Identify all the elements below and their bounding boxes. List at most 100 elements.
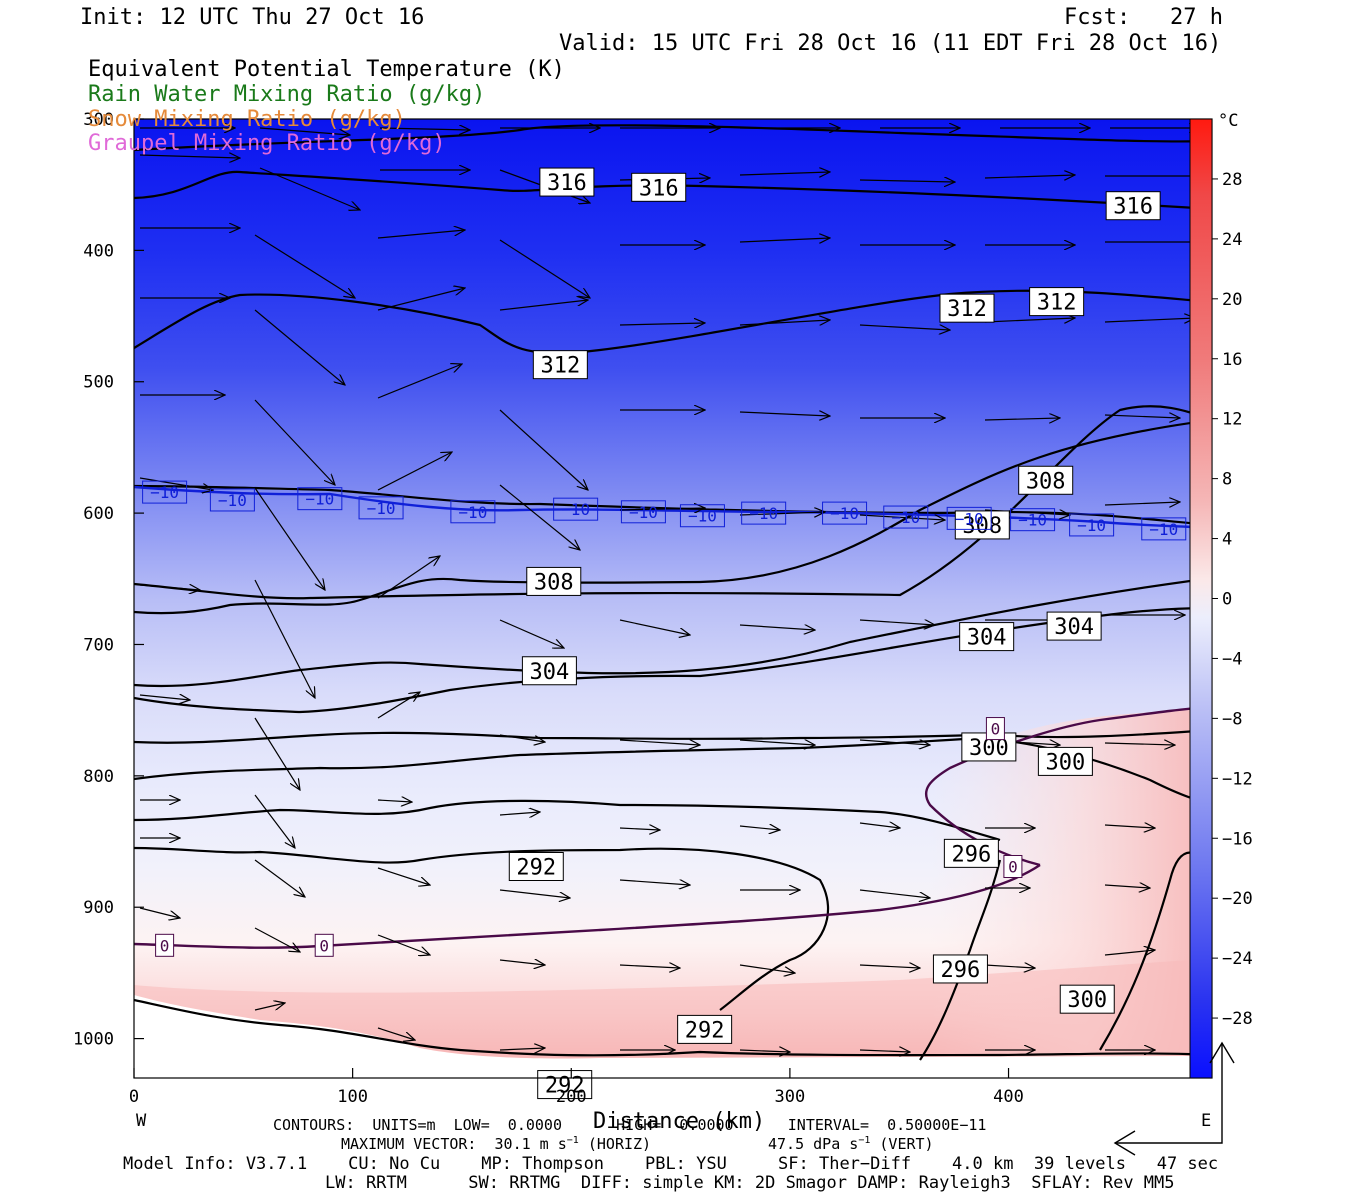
theta-e-contour — [134, 170, 1190, 209]
colorbar-tick-label: 28 — [1222, 170, 1242, 190]
theta-e-label-text: 316 — [1113, 195, 1153, 220]
wind-vector — [739, 412, 830, 416]
theta-e-label-text: 312 — [540, 354, 580, 379]
isotherm-0-warm-sector — [924, 707, 1190, 867]
field-label-graupel: Graupel Mixing Ratio (g/kg) — [88, 131, 446, 156]
y-tick-label: 300 — [83, 110, 114, 130]
theta-e-label: 296 — [943, 838, 999, 868]
theta-e-label: 308 — [954, 510, 1010, 540]
wind-vector — [499, 960, 545, 965]
theta-e-label-box — [526, 566, 582, 596]
theta-e-label-text: 304 — [1054, 615, 1094, 640]
wind-vector — [377, 692, 420, 719]
isotherm-label-box — [297, 487, 343, 511]
isotherm-label-box — [155, 933, 175, 957]
colorbar-tick-label: 8 — [1222, 470, 1232, 490]
wind-vector — [859, 180, 955, 182]
colorbar — [1189, 118, 1213, 1079]
reference-vector-head-up — [1209, 1041, 1235, 1064]
y-tick-label: 1000 — [73, 1030, 114, 1050]
wind-vector — [254, 717, 300, 790]
x-tick-label: 300 — [775, 1087, 806, 1107]
max-vector-vert: 47.5 dPa s−1 (VERT) — [768, 1135, 934, 1153]
wind-vector — [984, 418, 1060, 420]
isotherm-label-box — [209, 488, 255, 512]
wind-vector — [1104, 825, 1155, 828]
wind-vector — [377, 556, 440, 599]
y-tick-label: 500 — [83, 373, 114, 393]
isotherm-label: −10 — [297, 487, 343, 511]
wind-vector — [139, 585, 200, 590]
wind-vector — [984, 965, 1035, 968]
theta-e-label: 316 — [1105, 191, 1161, 221]
wind-vector — [379, 128, 470, 130]
wind-vector — [377, 800, 412, 802]
isotherm-label-box — [1069, 513, 1115, 537]
theta-e-label-box — [939, 293, 995, 323]
isotherm-label: −10 — [620, 500, 666, 524]
theta-e-contour — [134, 405, 1190, 600]
theta-e-label-text: 300 — [1067, 988, 1107, 1013]
isotherm-label-box — [1003, 854, 1023, 878]
theta-e-label: 308 — [1018, 465, 1074, 495]
field-label-rain: Rain Water Mixing Ratio (g/kg) — [88, 82, 486, 107]
theta-e-label-text: 292 — [516, 855, 556, 880]
theta-e-label-text: 316 — [547, 171, 587, 196]
theta-e-label-box — [539, 167, 595, 197]
isotherm-label-box — [822, 501, 868, 525]
theta-e-label-text: 308 — [962, 514, 1002, 539]
isotherm-label-text: −10 — [367, 499, 396, 518]
x-tick-label: 100 — [337, 1087, 368, 1107]
theta-e-label-text: 308 — [534, 570, 574, 595]
theta-e-label-text: 308 — [1026, 469, 1066, 494]
isotherm-label: 0 — [985, 717, 1005, 741]
wind-vector — [859, 889, 930, 898]
colorbar-tick-label: −8 — [1222, 709, 1242, 729]
valid-time: Valid: 15 UTC Fri 28 Oct 16 (11 EDT Fri … — [559, 31, 1222, 56]
wind-vector — [139, 907, 180, 918]
theta-e-label-text: 312 — [947, 297, 987, 322]
isotherm-label-box — [741, 501, 787, 525]
wind-vector — [377, 364, 462, 399]
east-label: E — [1201, 1111, 1212, 1131]
y-tick-label: 800 — [83, 767, 114, 787]
wind-vector — [499, 484, 580, 550]
isotherm-label: 0 — [1003, 854, 1023, 878]
isotherm-label: 0 — [314, 933, 334, 957]
wind-vector — [619, 740, 700, 745]
theta-e-label-box — [1059, 984, 1115, 1014]
wind-vector — [259, 127, 350, 135]
theta-e-label-box — [677, 1014, 733, 1044]
wind-vector — [619, 323, 705, 325]
isotherm-label-box — [1010, 508, 1056, 532]
wind-vector — [1104, 415, 1180, 418]
wind-vector — [377, 1027, 415, 1040]
wind-vector — [377, 230, 465, 239]
colorbar-tick-label: −12 — [1222, 769, 1253, 789]
isotherm-label-box — [946, 506, 992, 530]
model-physics: LW: RRTM SW: RRTMG DIFF: simple KM: 2D S… — [325, 1173, 1175, 1193]
isotherm-label-box — [142, 480, 188, 504]
wind-vector — [254, 794, 295, 848]
x-axis-label: Distance (km) — [593, 1109, 766, 1134]
wind-vector — [984, 175, 1075, 178]
x-tick-label: 400 — [993, 1087, 1024, 1107]
y-tick-label: 900 — [83, 898, 114, 918]
wind-vector — [619, 965, 680, 968]
theta-e-label: 296 — [932, 954, 988, 984]
terrain-mask — [134, 995, 1190, 1078]
isotherm-label-text: −10 — [305, 490, 334, 509]
isotherm-label-text: −10 — [891, 508, 920, 527]
x-tick-label: 200 — [556, 1087, 587, 1107]
wind-vector — [859, 515, 945, 520]
wind-vector — [254, 234, 355, 298]
isotherm-label-text: −10 — [150, 483, 179, 502]
wind-vector — [739, 964, 795, 973]
colorbar-tick-label: −24 — [1222, 949, 1253, 969]
theta-e-label: 312 — [1029, 287, 1085, 317]
y-tick-label: 600 — [83, 504, 114, 524]
isotherm-label-box — [620, 500, 666, 524]
isotherm-label-box — [1141, 517, 1187, 541]
theta-e-label: 304 — [521, 656, 577, 686]
